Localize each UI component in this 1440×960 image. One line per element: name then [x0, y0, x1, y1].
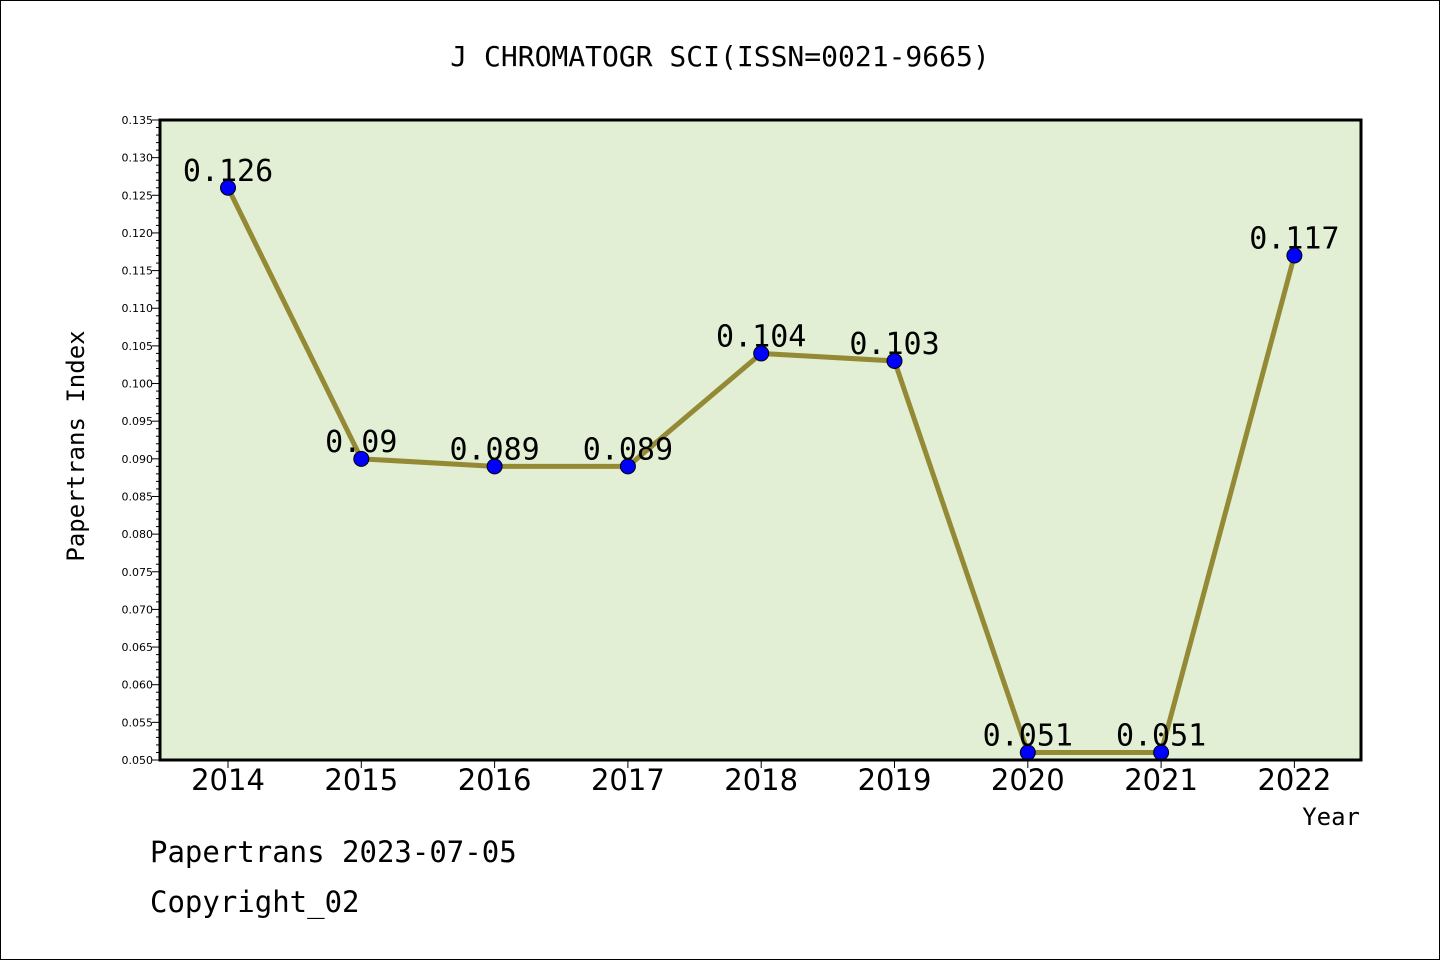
data-label: 0.09 [325, 425, 397, 460]
x-axis: 2014 2015 2016 2017 2018 2019 2020 2021 2022 [191, 760, 1331, 797]
y-tick-label: 0.090 [122, 453, 154, 466]
data-label: 0.051 [983, 718, 1073, 753]
x-tick-label: 2015 [324, 763, 398, 797]
y-tick-label: 0.125 [122, 189, 154, 202]
y-tick-label: 0.060 [122, 679, 154, 692]
y-tick-label: 0.105 [122, 340, 154, 353]
data-points [220, 179, 1303, 761]
data-point [220, 179, 236, 196]
data-label: 0.089 [583, 432, 673, 467]
y-tick-label: 0.070 [122, 603, 154, 616]
x-tick-label: 2022 [1257, 763, 1331, 797]
data-point [353, 450, 370, 467]
plot-area [160, 120, 1361, 760]
chart-title: J CHROMATOGR SCI(ISSN=0021-9665) [450, 40, 989, 73]
y-axis-label: Papertrans Index [62, 330, 90, 561]
data-label: 0.089 [449, 432, 539, 467]
data-point [753, 345, 770, 362]
y-tick-label: 0.095 [122, 415, 154, 428]
data-point [1286, 247, 1303, 264]
footer-date: Papertrans 2023-07-05 [150, 835, 517, 869]
data-point [886, 352, 903, 369]
x-tick-label: 2016 [458, 763, 532, 797]
footer-copyright: Copyright_02 [150, 885, 360, 919]
plot-border [158, 118, 1363, 762]
y-tick-label: 0.130 [122, 152, 154, 165]
data-point [486, 458, 503, 475]
y-tick-label: 0.080 [122, 528, 154, 541]
y-tick-label: 0.110 [122, 302, 154, 315]
y-tick-label: 0.055 [122, 716, 154, 729]
x-tick-label: 2021 [1124, 763, 1198, 797]
y-tick-label: 0.065 [122, 641, 154, 654]
data-label: 0.104 [716, 319, 806, 354]
data-label: 0.117 [1249, 222, 1339, 257]
data-label: 0.103 [849, 327, 939, 362]
y-tick-label: 0.075 [122, 566, 154, 579]
data-point [619, 458, 636, 475]
y-tick-label: 0.100 [122, 378, 154, 391]
y-axis: 0.050 0.055 0.060 0.065 0.070 0.075 0.080 0.085… [122, 114, 160, 767]
x-tick-label: 2019 [858, 763, 932, 797]
y-tick-label: 0.115 [122, 265, 154, 278]
data-label: 0.051 [1116, 718, 1206, 753]
y-tick-label: 0.085 [122, 490, 154, 503]
x-tick-label: 2020 [991, 763, 1065, 797]
y-tick-label: 0.050 [122, 754, 154, 767]
y-tick-label: 0.120 [122, 227, 154, 240]
x-tick-label: 2018 [724, 763, 798, 797]
x-tick-label: 2014 [191, 763, 265, 797]
y-tick-label: 0.135 [122, 114, 154, 127]
data-label: 0.126 [183, 154, 273, 189]
x-tick-label: 2017 [591, 763, 665, 797]
data-labels: 0.126 0.09 0.089 0.089 0.104 0.103 0.051 0.051 0… [183, 154, 1340, 754]
x-axis-label: Year [1302, 803, 1360, 831]
